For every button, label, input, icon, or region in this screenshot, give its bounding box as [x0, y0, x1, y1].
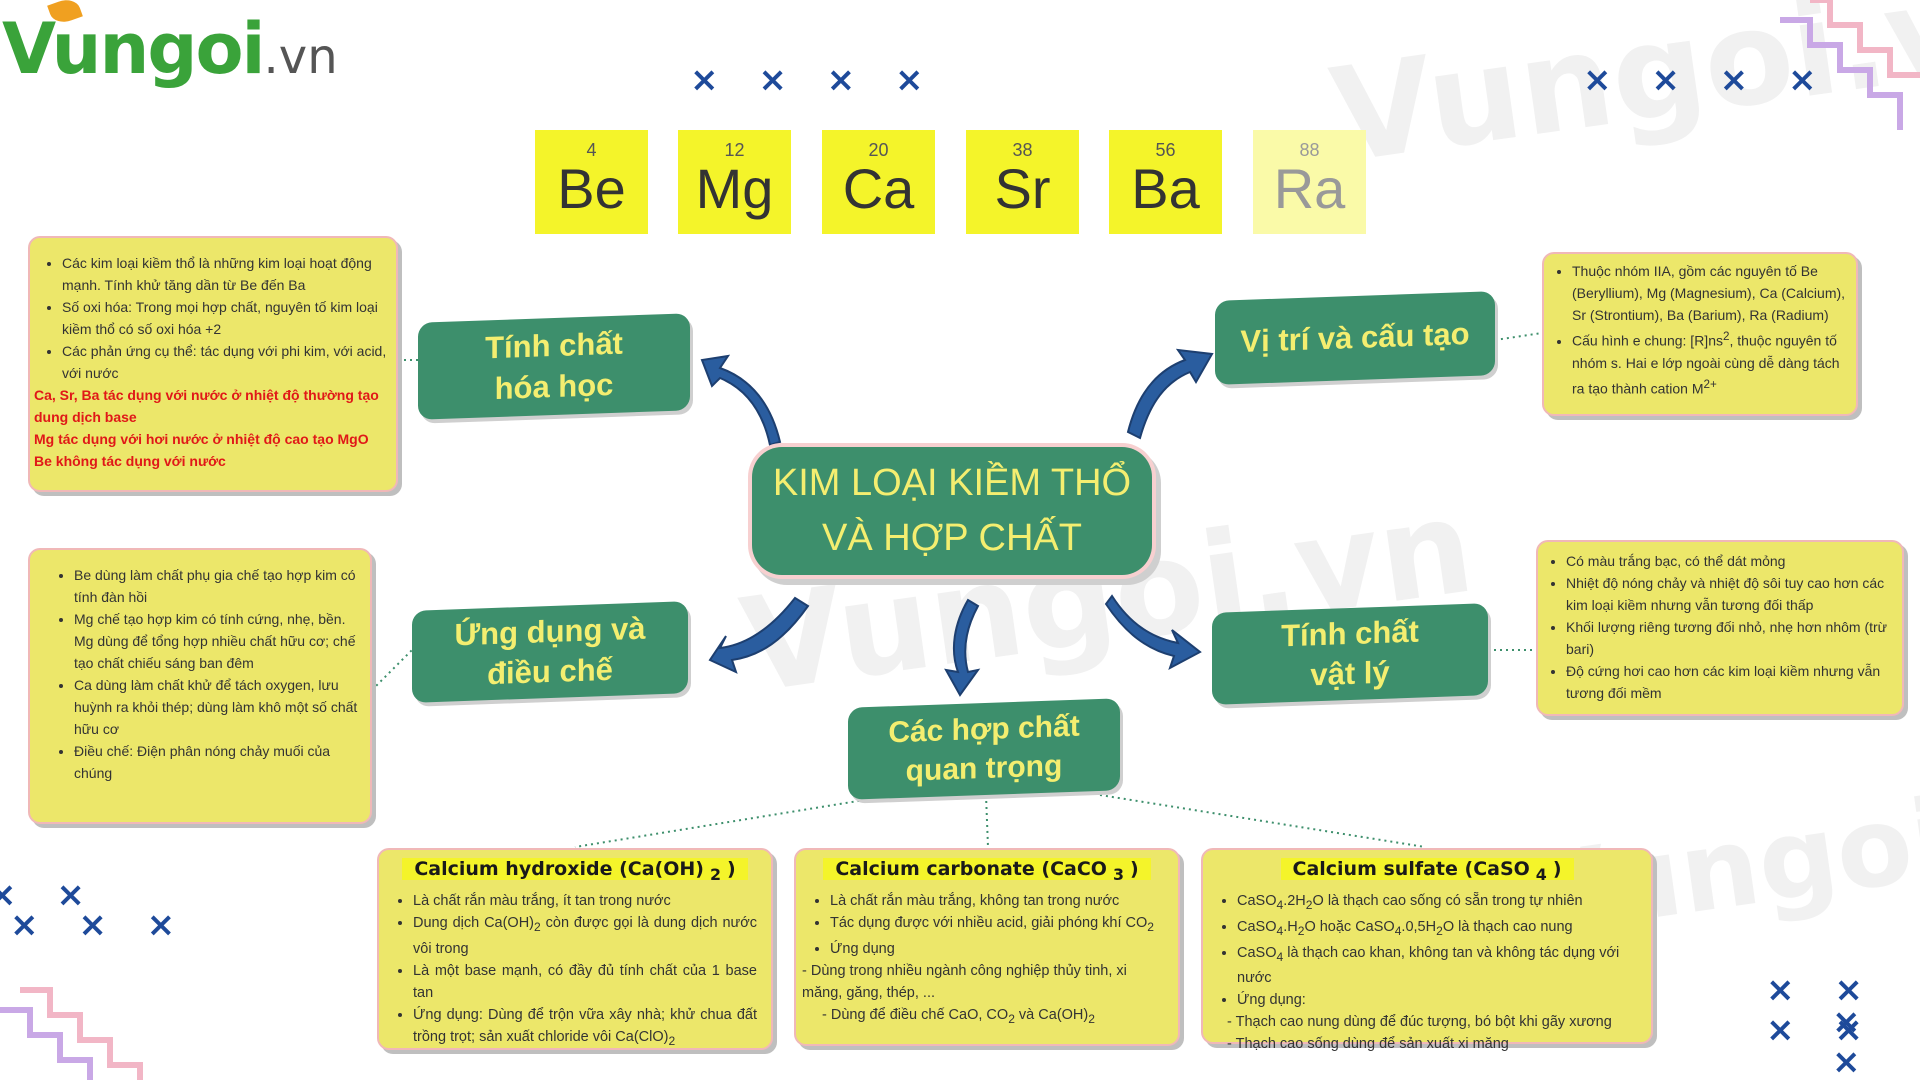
node-application-preparation: Ứng dụng và điều chế	[412, 601, 688, 703]
list-item: Số oxi hóa: Trong mọi hợp chất, nguyên t…	[62, 296, 390, 340]
node-chemical-properties: Tính chất hóa học	[418, 313, 690, 420]
cross-decoration: × × ×	[10, 905, 190, 945]
physical-properties-box: Có màu trắng bạc, có thể dát mỏng Nhiệt …	[1536, 540, 1904, 716]
list-item: Cấu hình e chung: [R]ns2, thuộc nguyên t…	[1572, 326, 1848, 399]
list-item: Ca dùng làm chất khử để tách oxygen, lưu…	[74, 674, 360, 740]
list-item: CaSO4.H2O hoặc CaSO4.0,5H2O là thạch cao…	[1237, 916, 1637, 942]
element-tile-ra: 88 Ra	[1253, 130, 1366, 234]
list-item: Độ cứng hơi cao hơn các kim loại kiềm nh…	[1566, 660, 1894, 704]
list-item: Có màu trắng bạc, có thể dát mỏng	[1566, 550, 1894, 572]
element-tile-ca: 20 Ca	[822, 130, 935, 234]
list-item: Là một base mạnh, có đầy đủ tính chất củ…	[413, 960, 757, 1004]
element-tile-sr: 38 Sr	[966, 130, 1079, 234]
cross-decoration: × ×	[0, 875, 99, 915]
list-item: Ứng dụng:	[1237, 989, 1637, 1011]
application-box: Be dùng làm chất phụ gia chế tạo hợp kim…	[28, 548, 372, 824]
calcium-sulfate-title: Calcium sulfate (CaSO 4)	[1203, 858, 1651, 886]
list-item: Nhiệt độ nóng chảy và nhiệt độ sôi tuy c…	[1566, 572, 1894, 616]
usage-line: - Dùng trong nhiều ngành công nghiệp thủ…	[802, 962, 1127, 1001]
node-physical-properties: Tính chất vật lý	[1212, 603, 1488, 705]
position-structure-box: Thuộc nhóm IIA, gồm các nguyên tố Be (Be…	[1542, 252, 1858, 416]
element-tile-be: 4 Be	[535, 130, 648, 234]
list-item: CaSO4.2H2O là thạch cao sống có sẵn tron…	[1237, 890, 1637, 916]
calcium-hydroxide-box: Calcium hydroxide (Ca(OH)2) Là chất rắn …	[377, 848, 773, 1050]
calcium-sulfate-box: Calcium sulfate (CaSO4) CaSO4.2H2O là th…	[1201, 848, 1653, 1052]
list-item: Thuộc nhóm IIA, gồm các nguyên tố Be (Be…	[1572, 260, 1848, 326]
list-item: Là chất rắn màu trắng, ít tan trong nước	[413, 890, 757, 912]
element-tile-mg: 12 Mg	[678, 130, 791, 234]
reaction-note: Ca, Sr, Ba tác dụng với nước ở nhiệt độ …	[34, 387, 379, 425]
calcium-carbonate-title: Calcium carbonate (CaCO 3)	[796, 858, 1178, 886]
list-item: Tác dụng được với nhiều acid, giải phóng…	[830, 912, 1164, 938]
usage-line: - Thạch cao sống dùng để sản xuất xi măn…	[1227, 1036, 1509, 1053]
arrow-icon	[700, 354, 782, 447]
node-position-structure: Vị trí và cấu tạo	[1215, 291, 1495, 385]
list-item: Ứng dụng	[830, 938, 1164, 960]
usage-line: - Dùng để điều chế CaO, CO2 và Ca(OH)2	[822, 1006, 1095, 1026]
list-item: Dung dịch Ca(OH)2 còn được gọi là dung d…	[413, 912, 757, 960]
list-item: Khối lượng riêng tương đối nhỏ, nhẹ hơn …	[1566, 616, 1894, 660]
list-item: Là chất rắn màu trắng, không tan trong n…	[830, 890, 1164, 912]
calcium-hydroxide-title: Calcium hydroxide (Ca(OH) 2)	[379, 858, 771, 886]
list-item: CaSO4 là thạch cao khan, không tan và kh…	[1237, 942, 1637, 990]
list-item: Be dùng làm chất phụ gia chế tạo hợp kim…	[74, 564, 360, 608]
list-item: Mg chế tạo hợp kim có tính cứng, nhẹ, bề…	[74, 608, 360, 674]
logo: Vungoi.vn	[2, 8, 338, 90]
element-tile-ba: 56 Ba	[1109, 130, 1222, 234]
arrow-icon	[1104, 594, 1202, 671]
list-item: Các kim loại kiềm thổ là những kim loại …	[62, 252, 390, 296]
reaction-note: Be không tác dụng với nước	[34, 453, 226, 469]
zigzag-decoration	[1780, 0, 1920, 130]
cross-decoration: × × × ×	[1583, 60, 1831, 100]
cross-decoration: × × × ×	[690, 60, 938, 100]
cross-decoration: × ×	[1832, 1002, 1875, 1082]
list-item: Điều chế: Điện phân nóng chảy muối của c…	[74, 740, 360, 784]
arrow-icon	[944, 598, 981, 697]
center-node: KIM LOẠI KIỀM THỔ VÀ HỢP CHẤT	[752, 447, 1152, 575]
node-important-compounds: Các hợp chất quan trọng	[848, 698, 1120, 800]
zigzag-decoration	[0, 987, 143, 1080]
reaction-note: Mg tác dụng với hơi nước ở nhiệt độ cao …	[34, 431, 369, 447]
arrow-icon	[1126, 348, 1214, 440]
usage-line: - Thạch cao nung dùng để đúc tượng, bó b…	[1227, 1014, 1612, 1031]
chemical-properties-box: Các kim loại kiềm thổ là những kim loại …	[28, 236, 398, 492]
list-item: Các phản ứng cụ thể: tác dụng với phi ki…	[62, 340, 390, 384]
cross-decoration: × × × ×	[1766, 970, 1877, 1050]
list-item: Ứng dụng: Dùng để trộn vữa xây nhà; khử …	[413, 1004, 757, 1052]
arrow-icon	[708, 596, 810, 674]
